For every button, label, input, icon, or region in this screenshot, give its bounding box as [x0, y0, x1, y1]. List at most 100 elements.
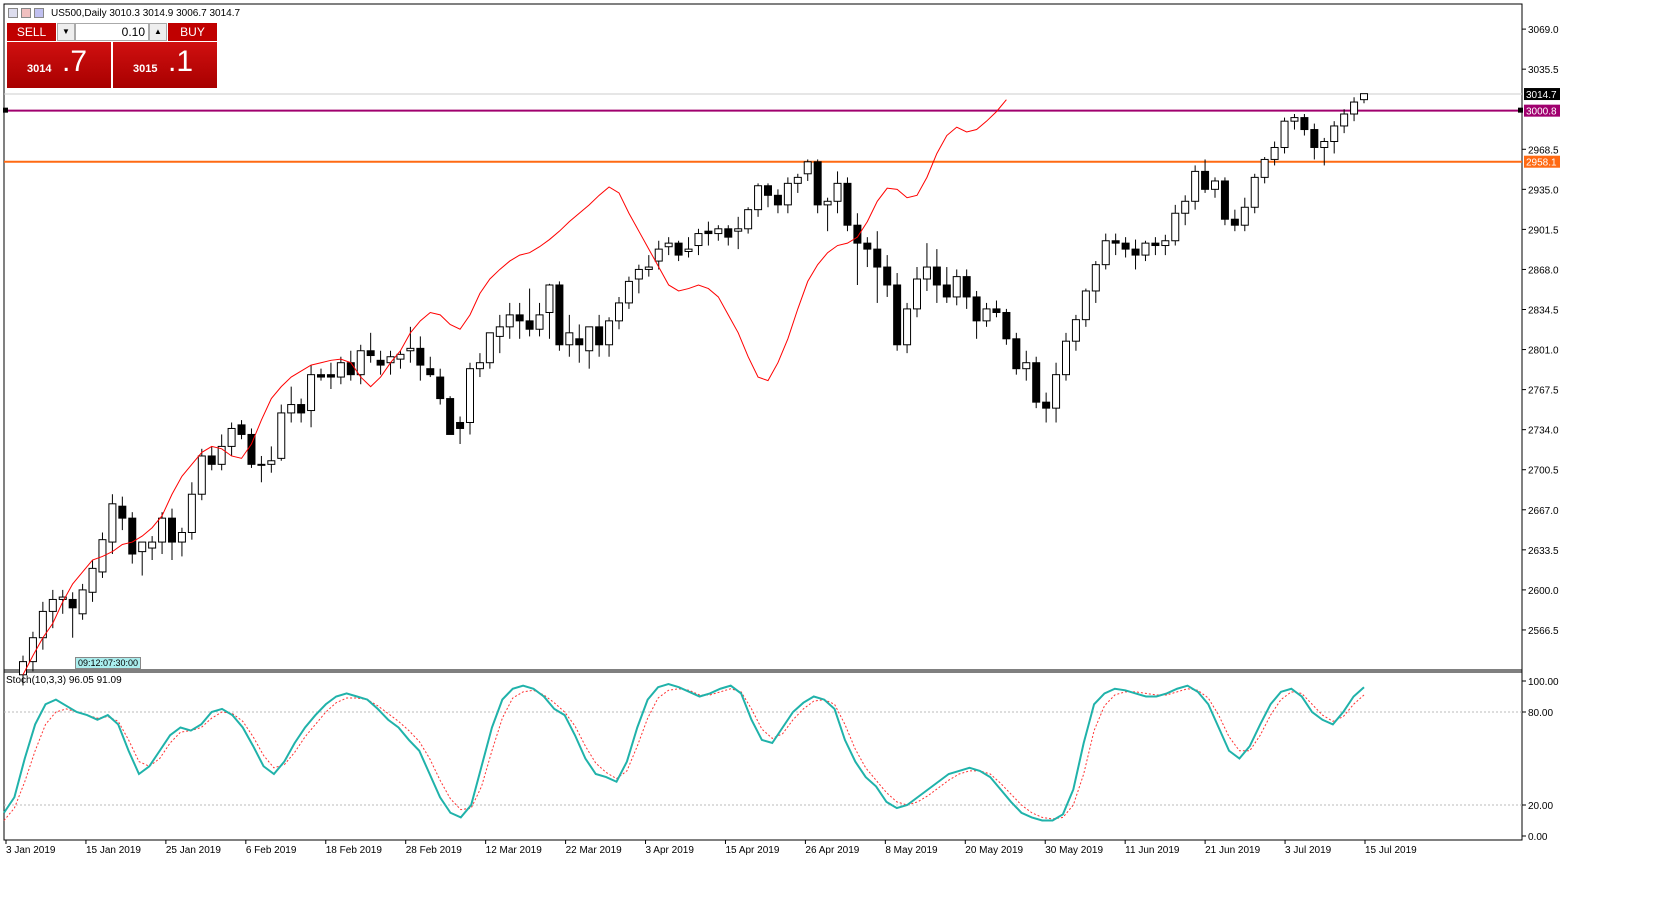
candle-body — [555, 284, 564, 346]
time-tick-label: 30 May 2019 — [1045, 845, 1103, 856]
candle-body — [1062, 340, 1070, 376]
candle-body — [1002, 311, 1011, 340]
sell-price-fraction: .7 — [62, 45, 88, 78]
candle-body — [336, 362, 345, 378]
candle-body — [1300, 117, 1309, 131]
candle-body — [267, 460, 276, 465]
stoch-signal-line — [3, 688, 1365, 821]
candle-body — [376, 359, 385, 366]
candle-body — [1101, 240, 1110, 266]
time-tick-label: 26 Apr 2019 — [805, 845, 859, 856]
candle-body — [585, 326, 594, 352]
candle-body — [565, 332, 574, 346]
lot-size-input[interactable] — [75, 23, 149, 41]
candles — [19, 93, 1368, 686]
candle-body — [277, 412, 286, 459]
candle-body — [317, 374, 325, 378]
price-label-box — [1524, 104, 1560, 117]
candle-body — [128, 517, 137, 555]
candle-body — [873, 248, 882, 268]
buy-button[interactable]: BUY — [168, 23, 217, 41]
lot-increase-icon[interactable]: ▲ — [149, 23, 167, 41]
time-tick-label: 3 Jul 2019 — [1285, 845, 1332, 856]
candle-body — [158, 517, 167, 543]
chart-icon[interactable] — [8, 8, 18, 18]
candle-body — [913, 278, 921, 310]
candle-body — [1161, 240, 1170, 247]
price-tick-label: 2600.0 — [1528, 586, 1559, 597]
candle-body — [1181, 200, 1190, 214]
candle-body — [1111, 240, 1120, 244]
buy-price-box[interactable]: 3015 .1 — [113, 42, 217, 88]
candle-body — [744, 209, 753, 230]
stochastic-label: Stoch(10,3,3) 96.05 91.09 — [6, 675, 122, 686]
time-tick-label: 28 Feb 2019 — [406, 845, 463, 856]
candle-body — [28, 637, 37, 663]
candle-body — [168, 517, 176, 543]
candle-body — [684, 248, 693, 253]
candle-body — [1290, 117, 1299, 122]
grid — [4, 93, 1522, 806]
candle-body — [605, 320, 614, 346]
candle-body — [853, 224, 862, 244]
candle-body — [1270, 146, 1279, 160]
price-tick-label: 2868.0 — [1528, 265, 1559, 276]
candle-body — [1201, 170, 1210, 190]
candle-body — [764, 185, 772, 196]
candle-body — [446, 398, 455, 435]
candle-body — [595, 326, 604, 346]
buy-price-fraction: .1 — [168, 45, 194, 78]
candle-body — [773, 194, 782, 206]
candle-body — [952, 276, 961, 298]
candle-body — [793, 176, 802, 184]
trade-icon[interactable] — [34, 8, 44, 18]
candle-body — [1141, 242, 1150, 256]
stoch-tick-label: 100.00 — [1528, 677, 1559, 688]
candle-body — [1240, 206, 1249, 226]
time-tick-label: 12 Mar 2019 — [486, 845, 543, 856]
candle-body — [1151, 242, 1160, 247]
level-price-label: 2958.1 — [1526, 158, 1557, 169]
sell-price-box[interactable]: 3014 .7 — [7, 42, 111, 88]
candle-body — [515, 314, 524, 322]
candle-body — [1280, 120, 1289, 148]
candle-body — [624, 280, 633, 304]
candle-body — [495, 326, 504, 337]
candle-body — [68, 598, 77, 609]
candle-body — [118, 505, 127, 519]
candle-body — [207, 455, 216, 465]
price-tick-label: 2834.5 — [1528, 305, 1559, 316]
candle-body — [1211, 180, 1219, 190]
candle-body — [1340, 113, 1349, 127]
candle-body — [863, 242, 872, 250]
candle-body — [48, 598, 57, 612]
candle-body — [962, 276, 971, 298]
candle-body — [615, 302, 623, 322]
candle-body — [1191, 170, 1200, 202]
candle-body — [1230, 218, 1239, 226]
candle-body — [903, 308, 912, 346]
candle-body — [694, 233, 703, 247]
symbol-info: US500,Daily 3010.3 3014.9 3006.7 3014.7 — [51, 7, 241, 19]
candle-body — [257, 463, 266, 466]
time-tick-label: 3 Jan 2019 — [6, 845, 56, 856]
candle-body — [1360, 93, 1368, 101]
candle-body — [932, 266, 941, 286]
lot-decrease-icon[interactable]: ▼ — [57, 23, 75, 41]
candle-body — [346, 362, 355, 376]
one-click-icon[interactable] — [21, 8, 31, 18]
frame-border — [3, 3, 1523, 841]
candle-body — [138, 541, 147, 553]
candle-body — [88, 567, 97, 593]
level-lines[interactable]: 3000.8 2958.1 3014.7 — [3, 88, 1560, 169]
candle-body — [843, 182, 852, 226]
candle-body — [893, 284, 902, 346]
time-tick-label: 15 Jan 2019 — [86, 845, 141, 856]
sell-button[interactable]: SELL — [7, 23, 56, 41]
time-tick-label: 25 Jan 2019 — [166, 845, 221, 856]
candle-body — [575, 338, 584, 346]
buy-price-main: 3015 — [133, 63, 158, 75]
time-remaining-box: 09:12:07:30:00 — [75, 657, 142, 669]
time-tick-label: 6 Feb 2019 — [246, 845, 297, 856]
time-tick-label: 20 May 2019 — [965, 845, 1023, 856]
